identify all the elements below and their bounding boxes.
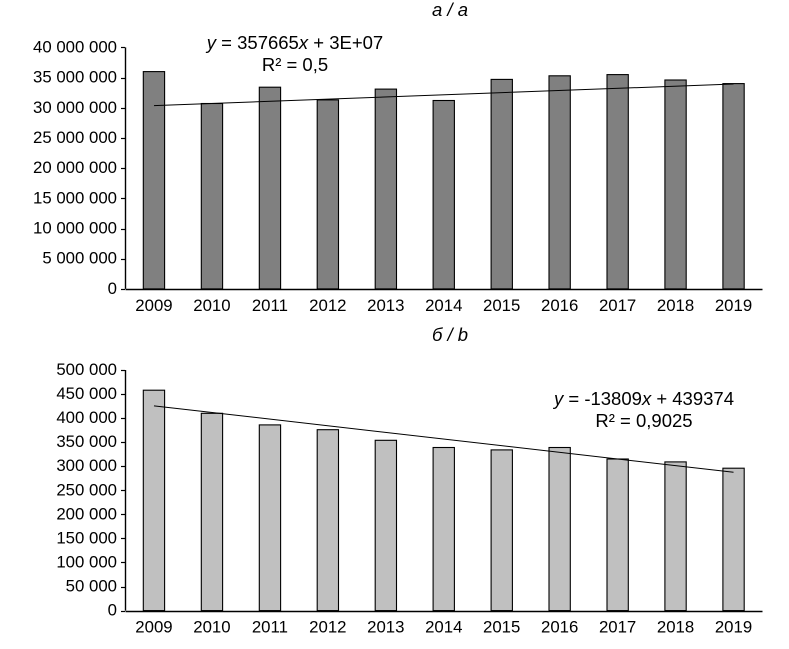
- svg-text:250 000: 250 000: [56, 480, 117, 499]
- svg-text:2011: 2011: [252, 296, 288, 315]
- svg-text:2009: 2009: [135, 296, 172, 315]
- svg-text:2018: 2018: [657, 618, 694, 637]
- svg-text:20 000 000: 20 000 000: [33, 158, 117, 177]
- svg-text:2011: 2011: [252, 618, 288, 637]
- svg-text:350 000: 350 000: [56, 432, 117, 451]
- svg-text:2017: 2017: [599, 618, 636, 637]
- svg-text:y = -13809x + 439374: y = -13809x + 439374: [552, 388, 734, 409]
- svg-text:0: 0: [108, 601, 117, 620]
- svg-text:100 000: 100 000: [56, 553, 117, 572]
- svg-text:2015: 2015: [483, 618, 520, 637]
- svg-text:2014: 2014: [425, 618, 462, 637]
- svg-text:450 000: 450 000: [56, 384, 117, 403]
- svg-text:2015: 2015: [483, 296, 520, 315]
- svg-text:40 000 000: 40 000 000: [33, 37, 117, 56]
- svg-text:2013: 2013: [367, 296, 404, 315]
- svg-text:300 000: 300 000: [56, 456, 117, 475]
- svg-text:2016: 2016: [541, 618, 578, 637]
- svg-text:y = 357665x + 3E+07: y = 357665x + 3E+07: [205, 32, 383, 53]
- svg-text:a / a: a / a: [432, 0, 468, 20]
- svg-text:2016: 2016: [541, 296, 578, 315]
- svg-text:2013: 2013: [367, 618, 404, 637]
- svg-text:0: 0: [108, 279, 117, 298]
- svg-text:35 000 000: 35 000 000: [33, 68, 117, 87]
- svg-text:15 000 000: 15 000 000: [33, 188, 117, 207]
- svg-text:б / b: б / b: [432, 325, 468, 345]
- svg-text:400 000: 400 000: [56, 408, 117, 427]
- svg-text:2009: 2009: [135, 618, 172, 637]
- svg-text:2010: 2010: [193, 296, 230, 315]
- svg-text:2012: 2012: [309, 618, 346, 637]
- svg-text:150 000: 150 000: [56, 528, 117, 547]
- svg-text:R² = 0,9025: R² = 0,9025: [595, 410, 692, 431]
- svg-text:10 000 000: 10 000 000: [33, 219, 117, 238]
- svg-text:5 000 000: 5 000 000: [42, 249, 117, 268]
- svg-text:2010: 2010: [193, 618, 230, 637]
- svg-text:2017: 2017: [599, 296, 636, 315]
- svg-text:2019: 2019: [715, 296, 752, 315]
- svg-text:25 000 000: 25 000 000: [33, 128, 117, 147]
- svg-text:30 000 000: 30 000 000: [33, 98, 117, 117]
- svg-text:2014: 2014: [425, 296, 462, 315]
- svg-text:2018: 2018: [657, 296, 694, 315]
- svg-text:500 000: 500 000: [56, 360, 117, 379]
- svg-text:2019: 2019: [715, 618, 752, 637]
- svg-text:R² = 0,5: R² = 0,5: [262, 54, 328, 75]
- svg-text:50 000: 50 000: [66, 577, 117, 596]
- svg-text:200 000: 200 000: [56, 504, 117, 523]
- svg-text:2012: 2012: [309, 296, 346, 315]
